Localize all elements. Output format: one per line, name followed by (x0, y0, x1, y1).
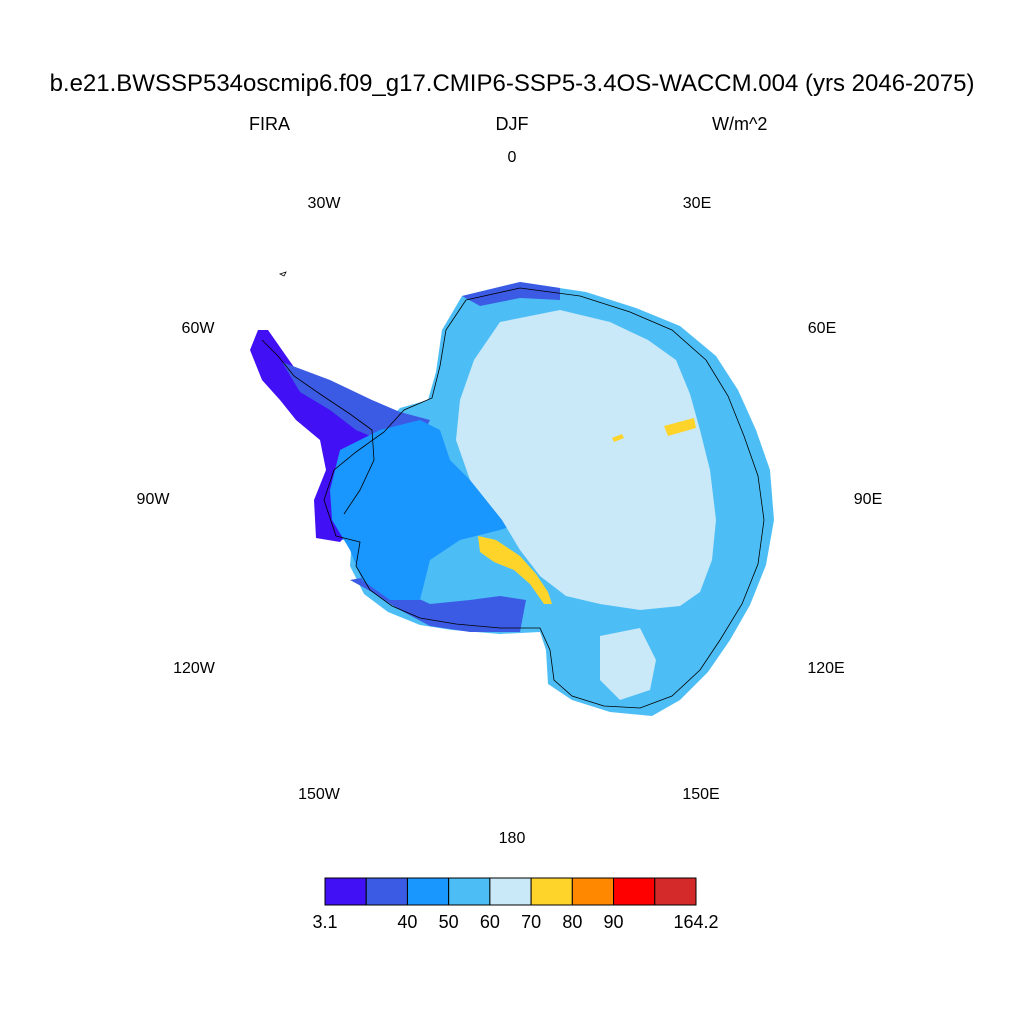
colorbar-tick-label: 70 (521, 912, 542, 932)
region-60-70-ross (600, 628, 656, 700)
peninsula-coastline (261, 339, 375, 515)
longitude-label-150e: 150E (682, 786, 720, 803)
variable-label: FIRA (249, 114, 291, 134)
colorbar-tick-label: 164.2 (673, 912, 719, 932)
longitude-label-0: 0 (507, 149, 517, 166)
longitude-label-120w: 120W (173, 660, 215, 677)
region-70-80-east (664, 418, 696, 436)
longitude-label-90e: 90E (853, 491, 883, 508)
region-70-80-east-small (612, 434, 624, 442)
region-60-70 (456, 310, 716, 610)
longitude-label-60e: 60E (807, 320, 837, 337)
longitude-label-30e: 30E (682, 195, 712, 212)
longitude-label-60w: 60W (181, 320, 215, 337)
region-40-50-north (462, 282, 560, 306)
map-title: b.e21.BWSSP534oscmip6.f09_g17.CMIP6-SSP5… (49, 70, 975, 97)
coastline (323, 287, 765, 709)
longitude-label-90w: 90W (136, 491, 170, 508)
colorbar-tick-label: 50 (438, 912, 459, 932)
colorbar-tick-label: 60 (479, 912, 500, 932)
longitude-label-30w: 30W (307, 195, 341, 212)
colorbar-tick-label: 40 (397, 912, 418, 932)
colorbar-tick-label: 3.1 (312, 912, 338, 932)
colorbar-tick-label: 90 (603, 912, 624, 932)
colorbar-tick-label: 80 (562, 912, 583, 932)
longitude-label-180: 180 (498, 830, 526, 847)
region-70-80-ross (478, 536, 552, 604)
season-label: DJF (495, 114, 529, 134)
longitude-label-150w: 150W (298, 786, 340, 803)
island-outline (278, 271, 287, 277)
longitude-label-120e: 120E (807, 660, 845, 677)
units-label: W/m^2 (712, 114, 768, 134)
region-50-west (330, 420, 530, 600)
antarctica-field (250, 271, 774, 716)
region-40-50-coast (282, 362, 430, 440)
